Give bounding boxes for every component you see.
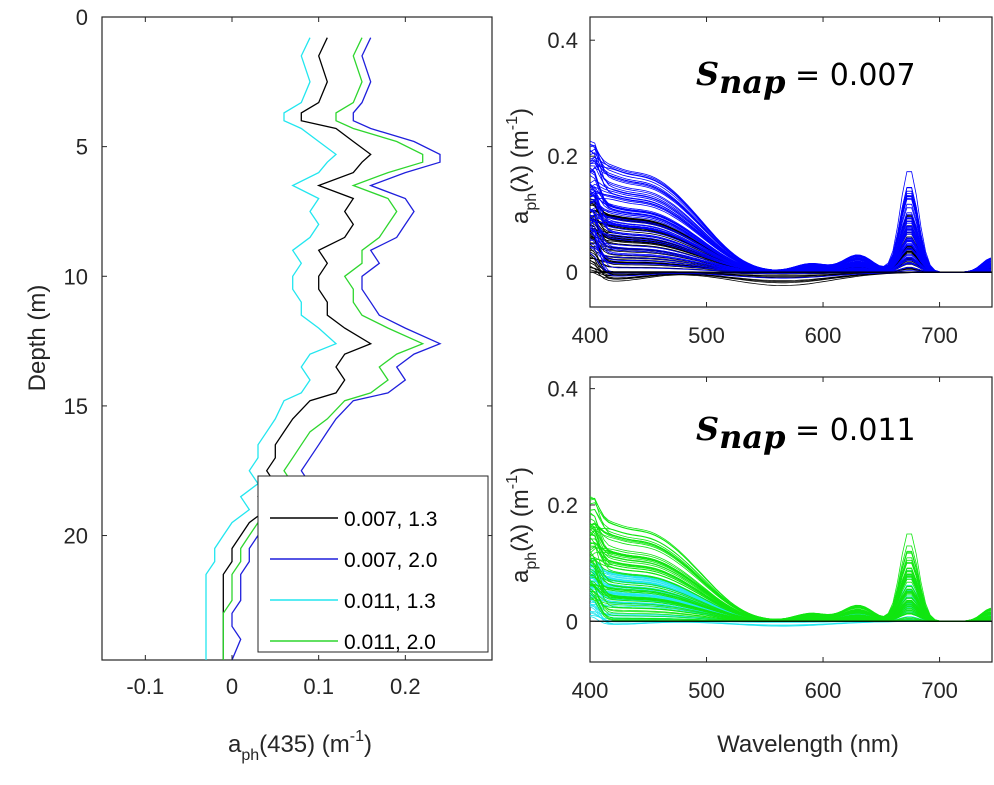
depth-series-line-0 <box>222 37 373 660</box>
top-x-tick-label: 500 <box>688 323 725 348</box>
legend-entry-label: 0.011, 1.3 <box>344 590 436 613</box>
bottom-x-tick-label: 500 <box>688 678 725 703</box>
bottom-y-axis-label: aph(λ) (m-1) <box>504 467 540 583</box>
bottom-spectrum-line-1 <box>589 557 991 622</box>
top-y-tick-label: 0.2 <box>547 144 578 169</box>
depth-axis-label: Depth (m) <box>24 285 51 392</box>
depth-x-tick-label: -0.1 <box>126 674 164 699</box>
top-y-tick-label: 0.4 <box>547 28 578 53</box>
legend: 0.007, 1.3 0.007, 2.0 0.011, 1.3 0.011, 2.0 <box>257 475 489 654</box>
legend-entry-label: 0.007, 2.0 <box>344 549 437 572</box>
top-spectra-lines <box>589 140 992 287</box>
top-spectrum-line-1 <box>589 229 991 273</box>
depth-profile-ticks: -0.1 0 0.1 0.2 0 5 10 15 20 <box>64 5 492 699</box>
spectra-top-panel: 400 500 600 700 0 0.2 0.4 aph(λ) (m-1) Snap = … <box>504 16 993 348</box>
top-y-axis-label: aph(λ) (m-1) <box>504 108 540 224</box>
depth-x-tick-label: 0.1 <box>303 674 334 699</box>
bottom-spectra-lines <box>589 496 992 627</box>
bottom-x-tick-label: 700 <box>921 678 958 703</box>
bottom-x-tick-label: 600 <box>805 678 842 703</box>
depth-y-tick-label: 0 <box>76 5 88 30</box>
depth-series-line-2 <box>205 37 338 660</box>
wavelength-axis-label: Wavelength (nm) <box>717 731 899 758</box>
depth-profile-panel: -0.1 0 0.1 0.2 0 5 10 15 20 Depth (m) aph(435) (… <box>24 5 493 764</box>
depth-y-tick-label: 5 <box>76 135 88 160</box>
legend-box <box>257 475 489 653</box>
legend-entry-label: 0.011, 2.0 <box>344 631 436 654</box>
bottom-snap-annotation: Snap = 0.011 <box>696 410 916 456</box>
top-spectrum-line-1 <box>589 195 991 273</box>
spectra-bottom-panel: 400 500 600 700 0 0.2 0.4 aph(λ) (m-1) Wavelen… <box>504 376 993 758</box>
legend-items: 0.007, 1.3 0.007, 2.0 0.011, 1.3 0.011, 2.0 <box>270 508 437 654</box>
depth-y-tick-label: 15 <box>64 394 88 419</box>
depth-profile-lines <box>205 37 442 661</box>
depth-y-tick-label: 10 <box>64 264 88 289</box>
bottom-y-tick-label: 0.4 <box>547 377 578 402</box>
bottom-spectrum-line-1 <box>589 551 991 622</box>
depth-x-axis-label: aph(435) (m-1) <box>228 728 372 764</box>
depth-y-tick-label: 20 <box>64 524 88 549</box>
bottom-y-tick-label: 0.2 <box>547 493 578 518</box>
bottom-spectrum-line-1 <box>589 522 991 622</box>
depth-series-line-1 <box>231 37 442 661</box>
top-snap-annotation: Snap = 0.007 <box>696 55 916 101</box>
top-spectrum-line-1 <box>589 167 991 273</box>
legend-entry-label: 0.007, 1.3 <box>344 508 437 531</box>
bottom-spectra-ticks: 400 500 600 700 0 0.2 0.4 <box>547 377 958 703</box>
top-spectrum-line-1 <box>589 148 991 273</box>
bottom-x-tick-label: 400 <box>572 678 609 703</box>
top-y-tick-label: 0 <box>566 260 578 285</box>
top-x-tick-label: 700 <box>921 323 958 348</box>
bottom-spectrum-line-1 <box>589 590 991 622</box>
depth-x-tick-label: 0 <box>226 674 238 699</box>
bottom-y-tick-label: 0 <box>566 609 578 634</box>
top-x-tick-label: 400 <box>572 323 609 348</box>
depth-x-tick-label: 0.2 <box>390 674 421 699</box>
top-spectra-ticks: 400 500 600 700 0 0.2 0.4 <box>547 17 958 348</box>
depth-series-line-3 <box>222 37 425 660</box>
bottom-spectrum-line-1 <box>589 522 991 622</box>
top-x-tick-label: 600 <box>805 323 842 348</box>
